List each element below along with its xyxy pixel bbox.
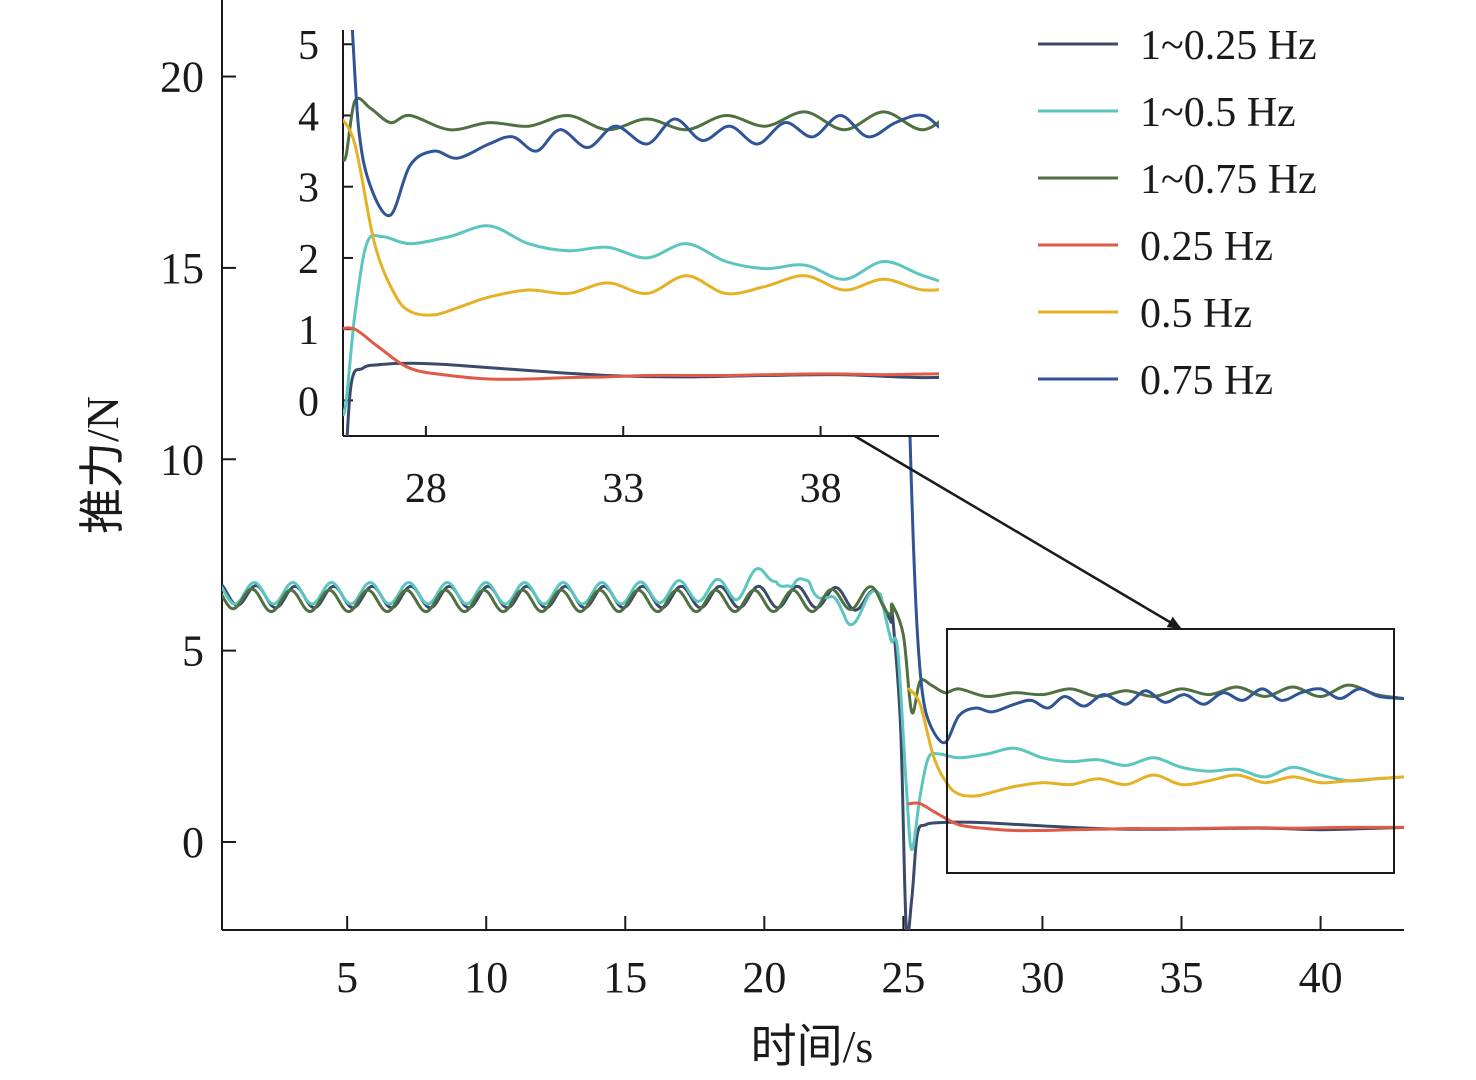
inset-y-tick-label: 5 [298,23,319,69]
inset-y-tick-label: 0 [298,379,319,425]
inset-x-ticks: 28 33 38 [405,426,842,512]
legend-item: 0.5 Hz [1038,291,1252,337]
series-line-inset-0 [345,361,939,436]
inset-y-tick-label: 3 [298,166,319,212]
series-line-inset-1 [343,224,939,417]
series-line-inset-5 [350,30,939,218]
inset-x-tick-label: 28 [405,466,447,512]
y-tick-label: 20 [160,53,204,102]
series-line-main-3 [907,801,1404,833]
legend-label: 1~0.5 Hz [1140,90,1296,136]
main-series-group [222,400,1404,930]
y-tick-label: 0 [182,818,204,867]
zoom-box [946,628,1395,874]
inset-y-ticks: 0 1 2 3 4 5 [298,23,353,425]
series-line-inset-4 [343,117,939,317]
series-line-main-4 [907,687,1404,798]
legend-label: 0.5 Hz [1140,291,1252,337]
x-tick-label: 30 [1020,953,1064,1002]
legend-item: 1~0.75 Hz [1038,157,1317,203]
main-y-ticks: 0 5 10 15 20 [160,53,236,867]
x-tick-label: 40 [1299,953,1343,1002]
main-x-ticks: 5 10 15 20 25 30 35 40 [336,916,1343,1002]
legend-label: 0.75 Hz [1140,358,1273,404]
legend-item: 1~0.25 Hz [1038,23,1317,69]
series-line-main-5 [907,400,1404,745]
legend-label: 1~0.25 Hz [1140,23,1317,69]
inset-y-tick-label: 2 [298,237,319,283]
x-tick-label: 5 [336,953,358,1002]
x-tick-label: 35 [1160,953,1204,1002]
legend-label: 0.25 Hz [1140,224,1273,270]
series-line-inset-3 [343,326,939,381]
x-tick-label: 25 [881,953,925,1002]
legend-label: 1~0.75 Hz [1140,157,1317,203]
y-tick-label: 5 [182,627,204,676]
y-tick-label: 15 [160,244,204,293]
inset-x-tick-label: 38 [800,466,842,512]
inset-y-tick-label: 4 [298,94,319,140]
legend-item: 1~0.5 Hz [1038,90,1296,136]
x-tick-label: 15 [603,953,647,1002]
legend-item: 0.75 Hz [1038,358,1273,404]
inset-background [343,30,939,436]
y-axis-title: 推力/N [77,396,128,534]
series-line-inset-2 [343,96,939,162]
x-axis-title: 时间/s [751,1021,874,1072]
legend: 1~0.25 Hz 1~0.5 Hz 1~0.75 Hz 0.25 Hz 0.5 Hz 0… [1038,23,1317,404]
inset-axes: 28 33 38 0 1 2 3 4 5 [298,23,939,512]
inset-y-tick-label: 1 [298,308,319,354]
y-tick-label: 10 [160,435,204,484]
x-tick-label: 10 [464,953,508,1002]
series-line-main-0 [222,583,1404,930]
x-tick-label: 20 [742,953,786,1002]
zoom-arrow [852,433,1182,630]
series-line-main-2 [222,585,1404,715]
legend-item: 0.25 Hz [1038,224,1273,270]
inset-series-group [343,30,939,436]
inset-x-tick-label: 33 [602,466,644,512]
